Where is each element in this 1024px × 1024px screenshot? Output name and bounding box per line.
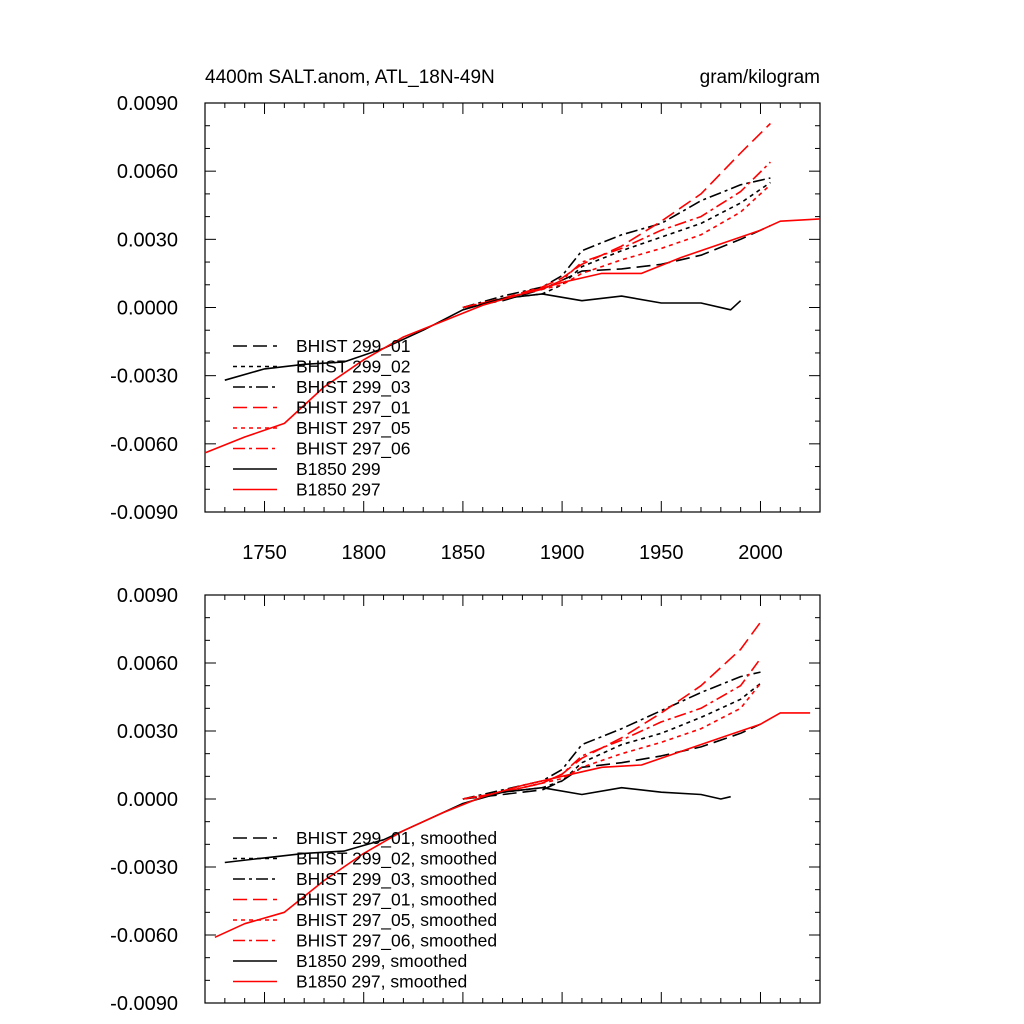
y-tick-label: 0.0000 — [117, 789, 178, 811]
series-line-5 — [462, 682, 762, 800]
y-tick-label: -0.0090 — [110, 502, 178, 524]
legend-label: BHIST 299_02 — [296, 357, 410, 378]
series-line-1 — [462, 723, 761, 800]
x-tick-label: 1900 — [540, 542, 585, 564]
y-tick-label: 0.0060 — [117, 161, 178, 183]
y-tick-label: -0.0030 — [110, 857, 178, 879]
legend-label: B1850 297 — [296, 480, 381, 500]
series-line-8 — [204, 218, 821, 454]
y-tick-label: 0.0030 — [117, 229, 178, 251]
series-line-7 — [224, 786, 731, 864]
top-panel: 4400m SALT.anom, ATL_18N-49N gram/kilogr… — [110, 67, 821, 564]
series-line-3 — [462, 177, 771, 309]
legend-label: BHIST 299_03 — [296, 377, 410, 398]
x-tick-label: 1750 — [242, 542, 287, 564]
legend-label: BHIST 297_05 — [296, 418, 410, 439]
legend-label: BHIST 299_01 — [296, 336, 410, 357]
x-tick-label: 2000 — [738, 542, 783, 564]
y-tick-label: 0.0060 — [117, 653, 178, 675]
series-line-3 — [462, 671, 761, 800]
y-tick-label: -0.0030 — [110, 366, 178, 388]
units-label: gram/kilogram — [700, 67, 820, 88]
legend-label: BHIST 297_01 — [296, 398, 410, 419]
series-line-6 — [462, 161, 771, 309]
legend-label: BHIST 297_06, smoothed — [296, 931, 497, 952]
legend-label: B1850 299 — [296, 459, 381, 479]
legend-label: B1850 297, smoothed — [296, 972, 467, 992]
x-tick-label: 1950 — [639, 542, 684, 564]
series-line-7 — [224, 293, 742, 381]
series-line-1 — [462, 224, 771, 309]
legend-label: BHIST 297_01, smoothed — [296, 890, 497, 911]
x-tick-label: 1800 — [341, 542, 386, 564]
panel-title: 4400m SALT.anom, ATL_18N-49N — [205, 67, 495, 88]
y-tick-label: 0.0090 — [117, 93, 178, 115]
legend-label: BHIST 297_06 — [296, 439, 410, 460]
legend-label: BHIST 299_01, smoothed — [296, 828, 497, 849]
x-tick-label: 1850 — [441, 542, 486, 564]
legend-label: BHIST 297_05, smoothed — [296, 910, 497, 931]
series-line-8 — [214, 712, 811, 939]
series-line-6 — [462, 658, 762, 800]
legend-label: BHIST 299_03, smoothed — [296, 869, 497, 890]
y-tick-label: -0.0060 — [110, 434, 178, 456]
y-tick-label: 0.0090 — [117, 585, 178, 607]
y-tick-label: 0.0030 — [117, 721, 178, 743]
series-line-4 — [462, 621, 762, 800]
y-tick-label: 0.0000 — [117, 298, 178, 320]
legend-label: BHIST 299_02, smoothed — [296, 849, 497, 870]
series-line-4 — [462, 122, 771, 309]
legend-label: B1850 299, smoothed — [296, 951, 467, 971]
y-tick-label: -0.0060 — [110, 925, 178, 947]
series-line-5 — [462, 184, 771, 309]
bottom-panel: -0.0090 -0.0060 -0.0030 0.0000 0.0030 0.0060 0… — [110, 585, 821, 1015]
y-tick-label: -0.0090 — [110, 993, 178, 1015]
